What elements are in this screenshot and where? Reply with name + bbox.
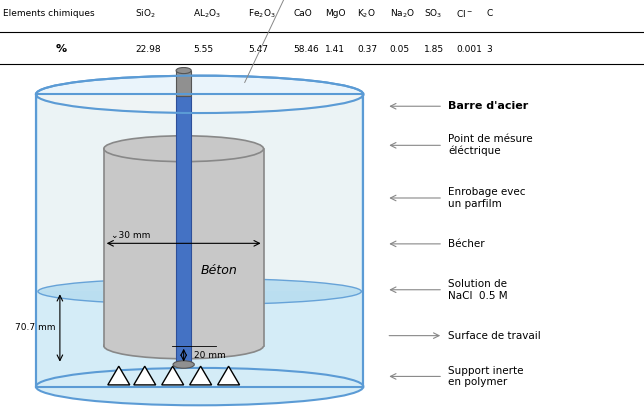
Text: 58.46: 58.46 bbox=[293, 44, 319, 54]
Text: 1.41: 1.41 bbox=[325, 44, 345, 54]
Text: Béton: Béton bbox=[200, 265, 237, 278]
Text: C: C bbox=[486, 9, 493, 18]
Ellipse shape bbox=[173, 361, 194, 368]
Text: Surface de travail: Surface de travail bbox=[448, 330, 541, 341]
Polygon shape bbox=[108, 366, 129, 385]
Text: 3: 3 bbox=[486, 44, 492, 54]
Text: 22.98: 22.98 bbox=[135, 44, 161, 54]
Text: 5.47: 5.47 bbox=[248, 44, 268, 54]
Text: Enrobage evec
un parfilm: Enrobage evec un parfilm bbox=[448, 187, 526, 209]
Text: ⌄30 mm: ⌄30 mm bbox=[111, 231, 151, 241]
Text: Elements chimiques: Elements chimiques bbox=[3, 9, 95, 18]
Text: MgO: MgO bbox=[325, 9, 346, 18]
Text: 0.001: 0.001 bbox=[456, 44, 482, 54]
Text: Barre d'acier: Barre d'acier bbox=[448, 101, 529, 111]
Ellipse shape bbox=[36, 76, 363, 113]
Bar bbox=[36, 94, 363, 387]
Polygon shape bbox=[162, 366, 184, 385]
Bar bbox=[176, 96, 191, 365]
Text: 20 mm: 20 mm bbox=[194, 351, 225, 360]
Text: 70.7 mm: 70.7 mm bbox=[15, 324, 55, 333]
Polygon shape bbox=[189, 366, 212, 385]
Ellipse shape bbox=[104, 333, 263, 359]
Text: AL$_2$O$_3$: AL$_2$O$_3$ bbox=[193, 7, 222, 20]
Text: SiO$_2$: SiO$_2$ bbox=[135, 7, 156, 20]
Bar bbox=[176, 70, 191, 96]
Bar bbox=[104, 149, 263, 346]
Polygon shape bbox=[218, 366, 240, 385]
Text: Solution de
NaCl  0.5 M: Solution de NaCl 0.5 M bbox=[448, 279, 508, 300]
Text: 0.37: 0.37 bbox=[357, 44, 377, 54]
Text: SO$_3$: SO$_3$ bbox=[424, 7, 442, 20]
Text: Point de mésure
éléctrique: Point de mésure éléctrique bbox=[448, 134, 533, 156]
Text: Cl$^-$: Cl$^-$ bbox=[456, 8, 473, 19]
Text: K$_2$O: K$_2$O bbox=[357, 7, 376, 20]
Bar bbox=[36, 94, 363, 387]
Ellipse shape bbox=[36, 368, 363, 405]
Text: Fe$_2$O$_3$: Fe$_2$O$_3$ bbox=[248, 7, 276, 20]
Text: 1.85: 1.85 bbox=[424, 44, 444, 54]
Text: Bécher: Bécher bbox=[448, 239, 485, 249]
Bar bbox=[38, 94, 361, 291]
Text: CaO: CaO bbox=[293, 9, 312, 18]
Ellipse shape bbox=[104, 136, 263, 162]
Polygon shape bbox=[134, 366, 156, 385]
Text: 0.05: 0.05 bbox=[390, 44, 410, 54]
Text: Support inerte
en polymer: Support inerte en polymer bbox=[448, 365, 524, 387]
Ellipse shape bbox=[38, 278, 361, 304]
Text: 5.55: 5.55 bbox=[193, 44, 213, 54]
Ellipse shape bbox=[176, 68, 191, 74]
Text: Na$_2$O: Na$_2$O bbox=[390, 7, 415, 20]
Text: %: % bbox=[55, 44, 67, 54]
